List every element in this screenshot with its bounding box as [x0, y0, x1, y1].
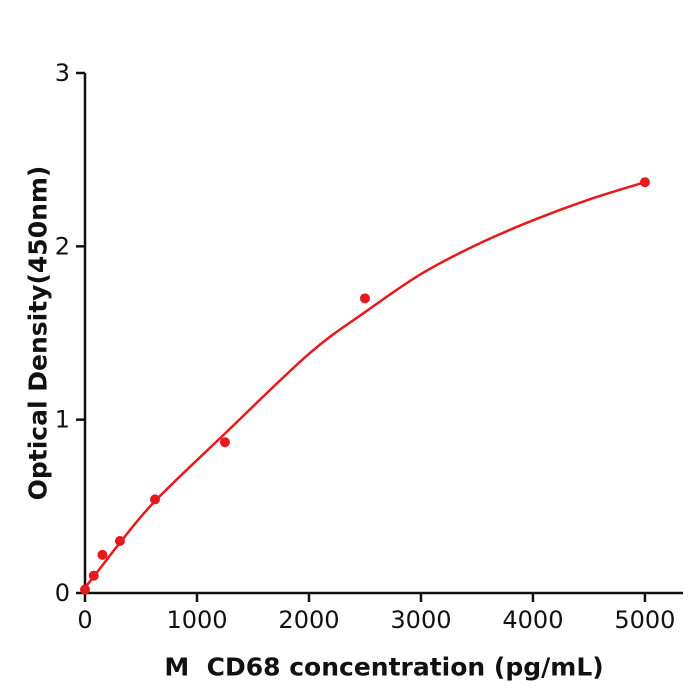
x-tick-label: 3000	[390, 606, 451, 634]
data-point	[359, 293, 370, 304]
x-tick-label: 0	[77, 606, 92, 634]
x-tick-label: 5000	[614, 606, 675, 634]
x-tick-label: 1000	[166, 606, 227, 634]
y-tick-label: 1	[55, 406, 70, 434]
x-axis-title: M CD68 concentration (pg/mL)	[164, 652, 604, 682]
x-tick-label: 2000	[278, 606, 339, 634]
data-point	[219, 437, 230, 448]
y-tick-label: 2	[55, 232, 70, 260]
y-tick-label: 3	[55, 59, 70, 87]
data-point	[88, 570, 99, 581]
data-point	[97, 549, 108, 560]
x-tick-label: 4000	[502, 606, 563, 634]
data-point	[639, 177, 650, 188]
data-point	[80, 584, 90, 595]
fit-curve	[83, 180, 647, 590]
data-point	[149, 494, 160, 505]
y-axis-title: Optical Density(450nm)	[23, 165, 53, 501]
data-point	[114, 536, 125, 546]
y-tick-label: 0	[55, 579, 70, 607]
